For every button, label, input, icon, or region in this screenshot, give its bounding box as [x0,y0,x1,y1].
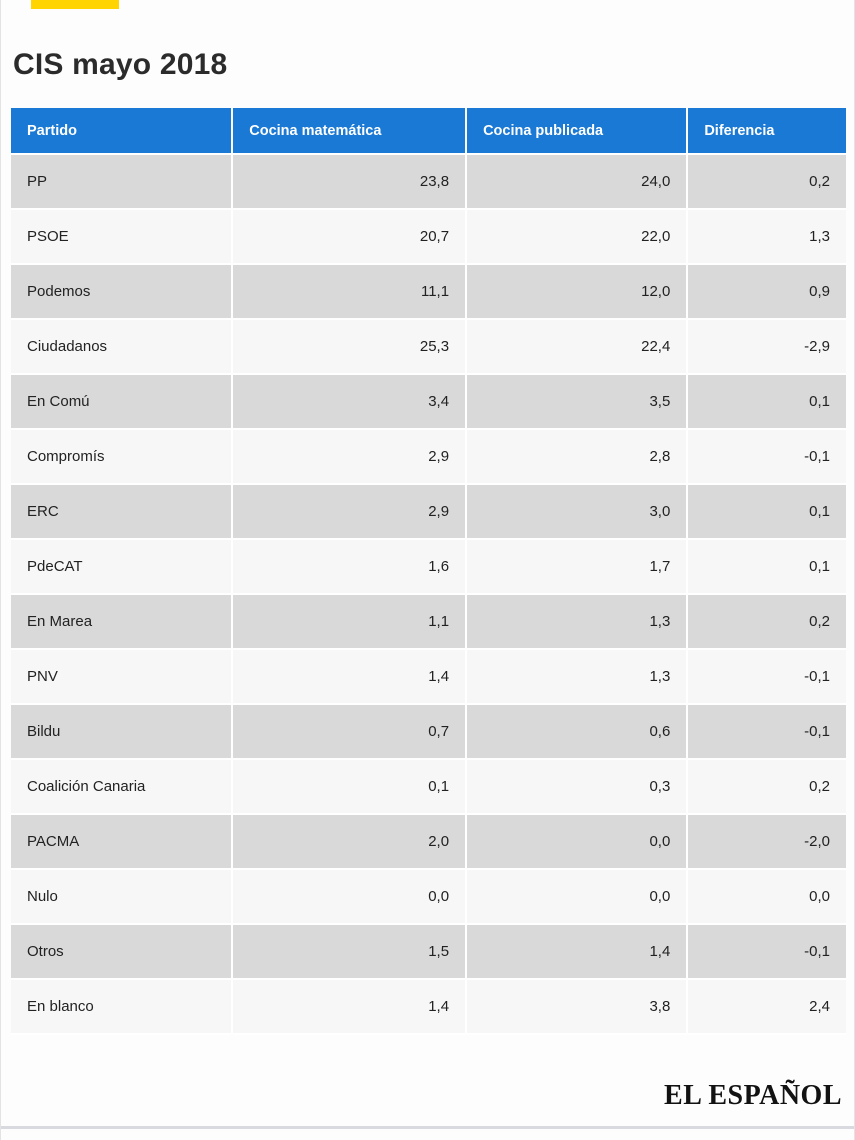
cell-publicada: 22,0 [466,209,689,265]
column-header-matematica: Cocina matemática [232,108,468,155]
cell-matematica: 2,9 [232,484,468,540]
cell-matematica: 0,1 [232,759,468,815]
cell-partido: En Marea [11,594,234,650]
table-wrap: Partido Cocina matemática Cocina publica… [11,108,846,1035]
cell-partido: ERC [11,484,234,540]
cell-publicada: 1,3 [466,594,689,650]
cell-partido: PdeCAT [11,539,234,595]
table-header-row: Partido Cocina matemática Cocina publica… [11,108,846,155]
table-row: Coalición Canaria 0,1 0,3 0,2 [11,759,846,815]
cell-partido: PNV [11,649,234,705]
cell-partido: Podemos [11,264,234,320]
table-row: PdeCAT 1,6 1,7 0,1 [11,539,846,595]
cell-diferencia: 0,9 [687,264,846,320]
table-row: Bildu 0,7 0,6 -0,1 [11,704,846,760]
cell-diferencia: 0,2 [687,594,846,650]
table-row: Ciudadanos 25,3 22,4 -2,9 [11,319,846,375]
cell-matematica: 3,4 [232,374,468,430]
cell-partido: PSOE [11,209,234,265]
cell-matematica: 25,3 [232,319,468,375]
cell-diferencia: 2,4 [687,979,846,1035]
table-row: PACMA 2,0 0,0 -2,0 [11,814,846,870]
cell-matematica: 23,8 [232,154,468,210]
table-row: Otros 1,5 1,4 -0,1 [11,924,846,980]
table-row: En Marea 1,1 1,3 0,2 [11,594,846,650]
cell-matematica: 1,1 [232,594,468,650]
cell-matematica: 0,7 [232,704,468,760]
cell-matematica: 1,5 [232,924,468,980]
table-row: Podemos 11,1 12,0 0,9 [11,264,846,320]
cell-matematica: 11,1 [232,264,468,320]
cell-publicada: 3,5 [466,374,689,430]
cell-publicada: 3,8 [466,979,689,1035]
cell-publicada: 1,7 [466,539,689,595]
cell-partido: En blanco [11,979,234,1035]
cell-diferencia: -0,1 [687,649,846,705]
table-row: PNV 1,4 1,3 -0,1 [11,649,846,705]
cell-matematica: 2,9 [232,429,468,485]
cell-diferencia: -2,0 [687,814,846,870]
table-row: En blanco 1,4 3,8 2,4 [11,979,846,1035]
cell-partido: Compromís [11,429,234,485]
cell-matematica: 1,4 [232,979,468,1035]
cell-diferencia: 0,2 [687,759,846,815]
table-row: PP 23,8 24,0 0,2 [11,154,846,210]
cell-partido: PACMA [11,814,234,870]
cell-partido: En Comú [11,374,234,430]
cell-matematica: 20,7 [232,209,468,265]
cell-partido: Nulo [11,869,234,925]
table-row: Nulo 0,0 0,0 0,0 [11,869,846,925]
cell-partido: Otros [11,924,234,980]
cell-matematica: 1,6 [232,539,468,595]
cell-publicada: 1,4 [466,924,689,980]
cell-diferencia: 0,0 [687,869,846,925]
table-row: En Comú 3,4 3,5 0,1 [11,374,846,430]
bottom-divider [1,1126,854,1129]
cell-publicada: 22,4 [466,319,689,375]
cell-matematica: 1,4 [232,649,468,705]
cell-publicada: 0,0 [466,814,689,870]
table-row: ERC 2,9 3,0 0,1 [11,484,846,540]
table-row: PSOE 20,7 22,0 1,3 [11,209,846,265]
brand-logo: EL ESPAÑOL [664,1080,842,1111]
cell-diferencia: 1,3 [687,209,846,265]
cell-publicada: 1,3 [466,649,689,705]
cell-diferencia: 0,1 [687,484,846,540]
cell-diferencia: -0,1 [687,924,846,980]
cell-publicada: 24,0 [466,154,689,210]
cell-publicada: 12,0 [466,264,689,320]
column-header-diferencia: Diferencia [687,108,846,155]
data-table: Partido Cocina matemática Cocina publica… [11,108,846,1035]
cell-publicada: 0,3 [466,759,689,815]
cell-partido: Ciudadanos [11,319,234,375]
cell-publicada: 2,8 [466,429,689,485]
cell-matematica: 0,0 [232,869,468,925]
cell-publicada: 0,0 [466,869,689,925]
table-row: Compromís 2,9 2,8 -0,1 [11,429,846,485]
cell-diferencia: 0,2 [687,154,846,210]
table-body: PP 23,8 24,0 0,2 PSOE 20,7 22,0 1,3 Pode… [11,154,846,1035]
column-header-partido: Partido [11,108,234,155]
cell-partido: PP [11,154,234,210]
column-header-publicada: Cocina publicada [466,108,689,155]
cell-matematica: 2,0 [232,814,468,870]
cell-diferencia: -2,9 [687,319,846,375]
cell-partido: Bildu [11,704,234,760]
cell-diferencia: -0,1 [687,429,846,485]
cell-publicada: 3,0 [466,484,689,540]
cell-diferencia: 0,1 [687,374,846,430]
cell-diferencia: 0,1 [687,539,846,595]
cell-publicada: 0,6 [466,704,689,760]
cell-diferencia: -0,1 [687,704,846,760]
accent-bar [31,0,119,9]
page-title: CIS mayo 2018 [13,48,228,81]
cell-partido: Coalición Canaria [11,759,234,815]
